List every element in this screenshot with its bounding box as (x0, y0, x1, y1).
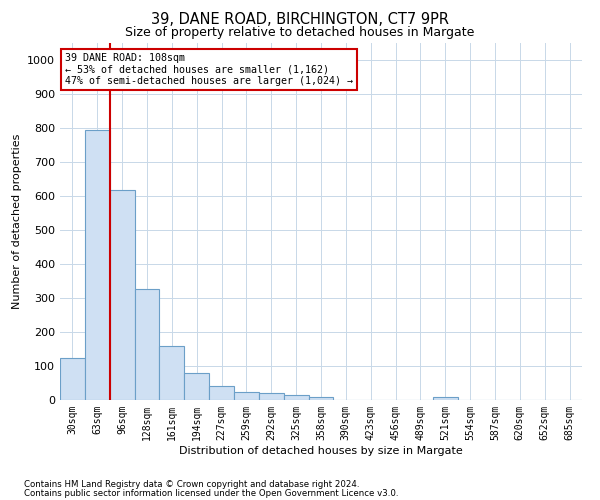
Bar (284, 395, 308, 400)
Bar (160, 346, 184, 400)
Bar (259, 393, 284, 400)
X-axis label: Distribution of detached houses by size in Margate: Distribution of detached houses by size … (179, 446, 463, 456)
Bar (85, 130, 110, 400)
Bar (433, 396, 458, 400)
Text: Size of property relative to detached houses in Margate: Size of property relative to detached ho… (125, 26, 475, 39)
Bar (308, 398, 334, 400)
Text: Contains HM Land Registry data © Crown copyright and database right 2024.: Contains HM Land Registry data © Crown c… (24, 480, 359, 489)
Bar (234, 392, 259, 400)
Bar (184, 374, 209, 400)
Text: 39 DANE ROAD: 108sqm
← 53% of detached houses are smaller (1,162)
47% of semi-de: 39 DANE ROAD: 108sqm ← 53% of detached h… (65, 53, 353, 86)
Bar (209, 386, 234, 400)
Bar (134, 288, 160, 400)
Text: 39, DANE ROAD, BIRCHINGTON, CT7 9PR: 39, DANE ROAD, BIRCHINGTON, CT7 9PR (151, 12, 449, 28)
Bar (110, 190, 134, 400)
Bar (60, 358, 85, 400)
Y-axis label: Number of detached properties: Number of detached properties (11, 134, 22, 309)
Text: Contains public sector information licensed under the Open Government Licence v3: Contains public sector information licen… (24, 489, 398, 498)
